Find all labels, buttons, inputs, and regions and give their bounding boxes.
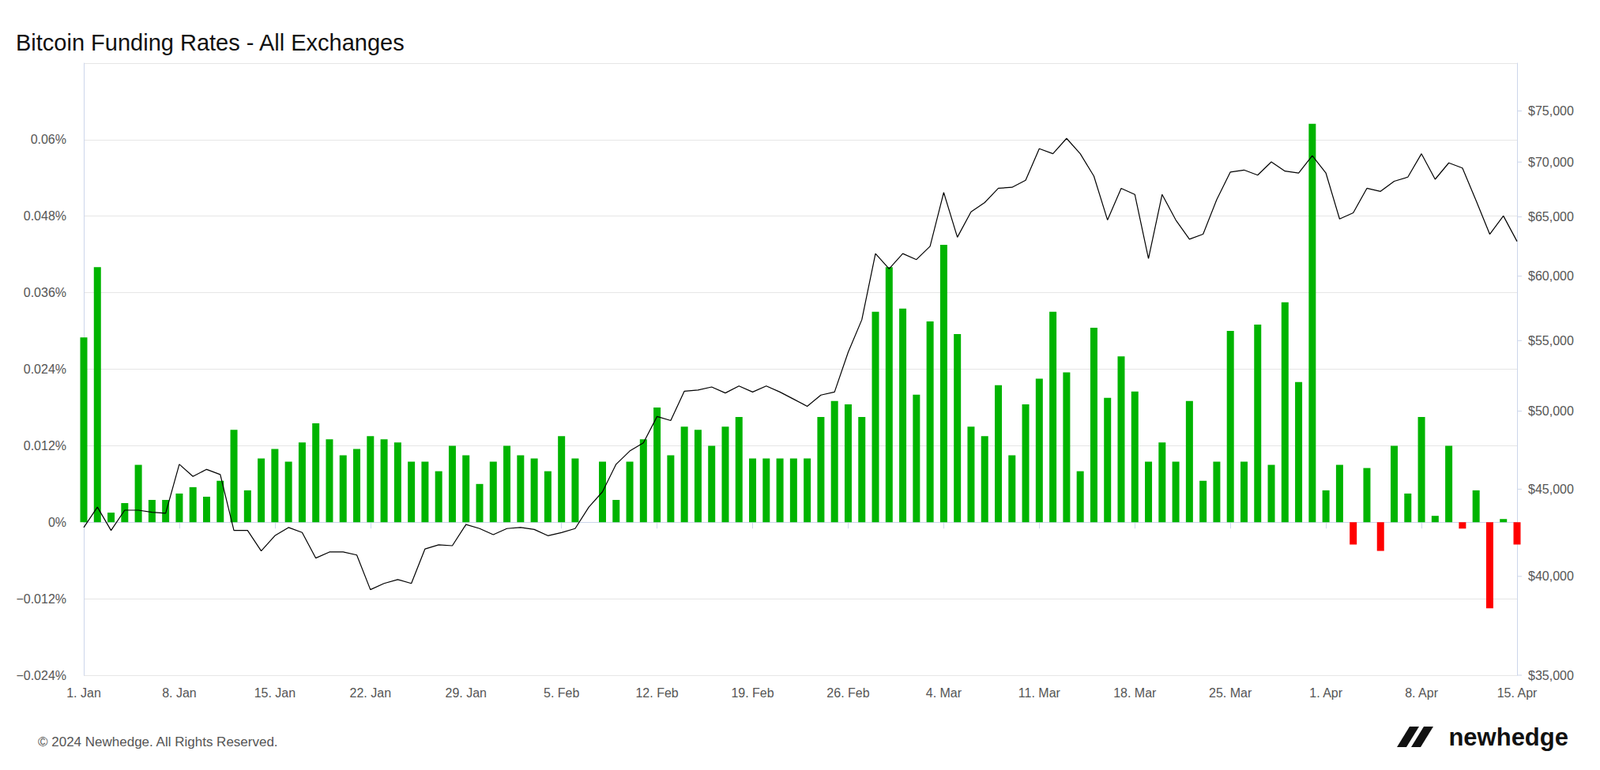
svg-text:$45,000: $45,000 [1528, 482, 1574, 497]
svg-text:15. Jan: 15. Jan [254, 686, 296, 701]
svg-text:$75,000: $75,000 [1528, 104, 1574, 118]
svg-text:18. Mar: 18. Mar [1113, 686, 1157, 701]
svg-text:8. Apr: 8. Apr [1404, 686, 1439, 701]
svg-text:$65,000: $65,000 [1528, 210, 1574, 224]
svg-text:$35,000: $35,000 [1528, 669, 1574, 683]
svg-text:$70,000: $70,000 [1528, 155, 1574, 170]
svg-text:0.06%: 0.06% [30, 132, 67, 147]
svg-text:newhedge: newhedge [1448, 723, 1569, 752]
svg-text:0.012%: 0.012% [23, 439, 67, 453]
svg-text:8. Jan: 8. Jan [161, 686, 197, 701]
svg-text:19. Feb: 19. Feb [730, 686, 774, 701]
svg-text:22. Jan: 22. Jan [350, 686, 392, 701]
svg-text:12. Feb: 12. Feb [635, 686, 678, 701]
svg-text:4. Mar: 4. Mar [926, 686, 963, 701]
svg-text:$55,000: $55,000 [1528, 334, 1574, 348]
svg-text:0.024%: 0.024% [23, 362, 67, 377]
svg-text:29. Jan: 29. Jan [444, 686, 486, 701]
svg-text:15. Apr: 15. Apr [1497, 686, 1538, 701]
svg-text:5. Feb: 5. Feb [543, 686, 580, 701]
svg-text:−0.012%: −0.012% [15, 592, 67, 607]
svg-text:−0.024%: −0.024% [15, 669, 67, 683]
svg-text:1. Apr: 1. Apr [1309, 686, 1343, 701]
svg-text:0.036%: 0.036% [23, 286, 67, 300]
svg-text:Bitcoin Funding Rates - All Ex: Bitcoin Funding Rates - All Exchanges [15, 30, 405, 56]
svg-text:25. Mar: 25. Mar [1208, 686, 1253, 701]
svg-text:1. Jan: 1. Jan [66, 686, 102, 701]
svg-text:$40,000: $40,000 [1528, 569, 1574, 584]
svg-text:26. Feb: 26. Feb [826, 686, 870, 701]
svg-text:11. Mar: 11. Mar [1018, 686, 1062, 701]
svg-text:$50,000: $50,000 [1528, 404, 1574, 418]
svg-text:$60,000: $60,000 [1528, 269, 1574, 283]
svg-text:© 2024 Newhedge. All Rights Re: © 2024 Newhedge. All Rights Reserved. [37, 734, 279, 750]
svg-text:0.048%: 0.048% [23, 209, 67, 223]
svg-text:0%: 0% [48, 515, 67, 530]
